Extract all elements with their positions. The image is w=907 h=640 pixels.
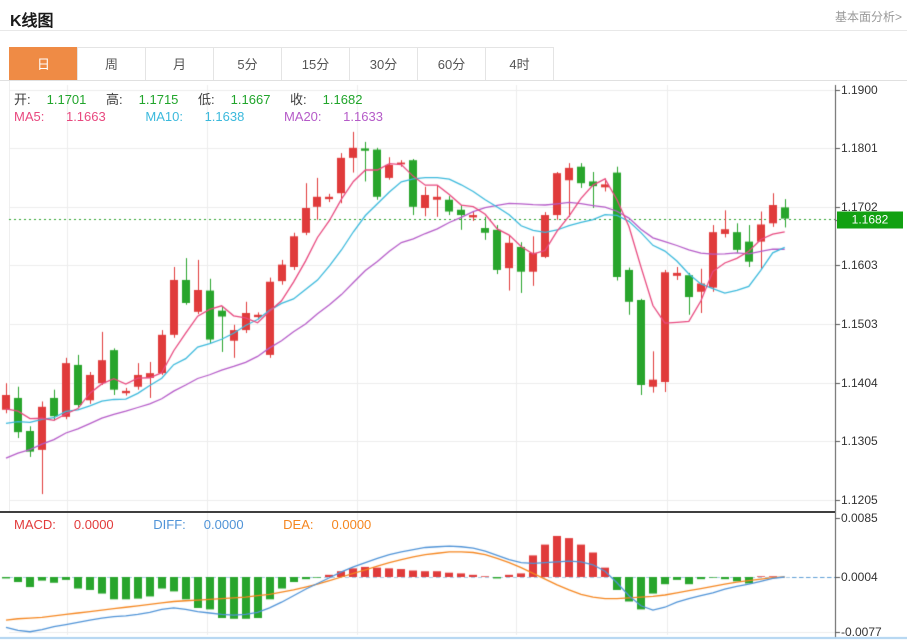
tab-month[interactable]: 月 [145,47,214,80]
ma5-value: 1.1663 [66,109,106,124]
macd-tick: -0.0077 [841,625,882,639]
low-value: 1.1667 [231,92,271,107]
ma20-value: 1.1633 [343,109,383,124]
macd-tick: 0.0085 [841,511,878,525]
ohlc-readout: 开: 1.1701 高: 1.1715 低: 1.1667 收: 1.1682 [14,89,378,108]
price-tick: 1.1900 [841,83,878,97]
tab-4hour[interactable]: 4时 [485,47,554,80]
timeframe-tabbar: 日 周 月 5分 15分 30分 60分 4时 [0,47,907,81]
kline-widget: K线图 基本面分析> 日 周 月 5分 15分 30分 60分 4时 开: 1.1… [0,0,907,640]
diff-label: DIFF: [153,517,186,532]
tab-30min[interactable]: 30分 [349,47,418,80]
price-tick: 1.1603 [841,258,878,272]
macd-tick: 0.0004 [841,570,878,584]
price-tick: 1.1205 [841,493,878,507]
diff-value: 0.0000 [204,517,244,532]
macd-legend: MACD: 0.0000 DIFF: 0.0000 DEA: 0.0000 [14,517,407,532]
macd-label: MACD: [14,517,56,532]
tab-week[interactable]: 周 [77,47,146,80]
price-tick: 1.1503 [841,317,878,331]
high-label: 高: [106,92,123,107]
fundamental-analysis-link[interactable]: 基本面分析> [835,8,902,25]
ma10-value: 1.1638 [205,109,245,124]
header-divider [0,30,907,31]
page-title: K线图 [10,7,54,31]
panel-divider [0,511,835,513]
ma10-label: MA10: [145,109,183,124]
tab-15min[interactable]: 15分 [281,47,350,80]
open-label: 开: [14,92,31,107]
close-label: 收: [290,92,307,107]
close-value: 1.1682 [323,92,363,107]
price-tick: 1.1801 [841,141,878,155]
dea-label: DEA: [283,517,313,532]
ma-legend: MA5: 1.1663 MA10: 1.1638 MA20: 1.1633 [14,109,419,124]
price-tick: 1.1305 [841,434,878,448]
low-label: 低: [198,92,215,107]
tab-day[interactable]: 日 [9,47,78,80]
price-tick: 1.1404 [841,376,878,390]
current-price-badge: 1.1682 [837,211,903,228]
open-value: 1.1701 [47,92,87,107]
dea-value: 0.0000 [332,517,372,532]
tab-60min[interactable]: 60分 [417,47,486,80]
macd-value: 0.0000 [74,517,114,532]
ma20-label: MA20: [284,109,322,124]
ma5-label: MA5: [14,109,44,124]
tab-5min[interactable]: 5分 [213,47,282,80]
high-value: 1.1715 [139,92,179,107]
